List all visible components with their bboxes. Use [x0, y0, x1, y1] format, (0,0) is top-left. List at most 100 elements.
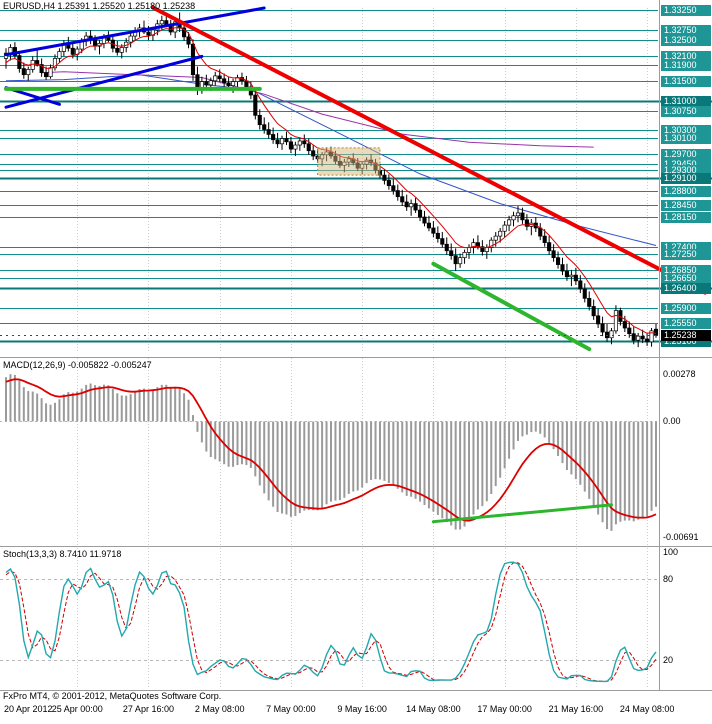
stoch-axis-label: 20 — [663, 655, 674, 665]
price-level-label: 1.29700 — [661, 149, 711, 160]
time-axis-label: 25 Apr 00:00 — [51, 704, 103, 714]
candle-body — [288, 141, 293, 150]
candle-body — [431, 227, 436, 234]
candle-body — [48, 67, 53, 78]
candle-body — [39, 64, 44, 74]
candle-body — [404, 201, 409, 208]
candle-body — [52, 58, 58, 69]
price-level-label: 1.26400 — [661, 283, 711, 294]
stoch-axis-label: 80 — [663, 574, 674, 584]
candle-body — [386, 180, 391, 187]
candle-body — [493, 235, 498, 241]
time-axis-label: 14 May 08:00 — [406, 704, 461, 714]
red-downtrend-trendline — [150, 5, 707, 295]
green-support-trendline — [431, 261, 592, 352]
candle-body — [204, 81, 209, 86]
candle-body — [44, 72, 49, 78]
macd-green-trendline — [431, 503, 613, 524]
consolidation-highlight-box — [317, 147, 381, 176]
candle-body — [649, 330, 654, 343]
candle-body — [600, 323, 605, 333]
candle-body — [422, 216, 427, 224]
candle-body — [591, 306, 596, 317]
stoch-signal-line — [5, 562, 657, 682]
price-level-label: 1.33250 — [661, 5, 711, 16]
candle-body — [440, 238, 445, 245]
candle-body — [458, 257, 463, 265]
price-level-label: 1.25550 — [661, 318, 711, 329]
candle-body — [30, 60, 35, 70]
candle-body — [302, 140, 307, 145]
current-price-label: 1.25238 — [661, 330, 711, 341]
candle-body — [119, 47, 124, 53]
candle-body — [426, 222, 431, 229]
candle-body — [569, 274, 574, 278]
candle-body — [520, 212, 525, 221]
candle-body — [631, 333, 636, 341]
candle-body — [284, 138, 289, 143]
candle-body — [186, 36, 191, 45]
candle-body — [253, 94, 258, 116]
candle-body — [217, 75, 222, 80]
price-level-label: 1.29300 — [661, 165, 711, 176]
price-level-label: 1.25900 — [661, 303, 711, 314]
candle-body — [231, 81, 236, 87]
candle-body — [511, 215, 516, 221]
price-level-label: 1.32100 — [661, 51, 711, 62]
candle-body — [306, 143, 311, 152]
candle-body — [498, 230, 503, 237]
price-level-label: 1.32750 — [661, 25, 711, 36]
candle-body — [391, 185, 396, 191]
price-level-label: 1.30100 — [661, 133, 711, 144]
ma-purple-line — [41, 71, 594, 148]
candle-body — [645, 338, 650, 343]
price-level-label: 1.29100 — [661, 173, 711, 184]
candle-body — [266, 129, 271, 135]
ma-blue-line — [5, 74, 657, 246]
price-level-label: 1.28800 — [661, 186, 711, 197]
price-level-label: 1.31900 — [661, 60, 711, 71]
candle-body — [564, 270, 570, 278]
candle-body — [556, 257, 561, 265]
candle-body — [115, 47, 120, 53]
candle-body — [444, 243, 449, 252]
price-level-label: 1.26650 — [661, 273, 711, 284]
candle-body — [560, 264, 565, 272]
candle-body — [226, 82, 231, 87]
candle-body — [208, 80, 213, 86]
price-level-label: 1.28450 — [661, 200, 711, 211]
candle-body — [613, 310, 618, 332]
candle-body — [257, 114, 262, 126]
price-level-label: 1.30300 — [661, 125, 711, 136]
candle-body — [466, 247, 472, 253]
candle-body — [587, 297, 592, 307]
candle-body — [413, 203, 418, 211]
candle-body — [182, 27, 187, 38]
candle-body — [542, 235, 547, 243]
candle-body — [382, 174, 387, 181]
time-axis-label: 24 May 08:00 — [619, 704, 675, 714]
price-level-label: 1.31000 — [661, 96, 711, 107]
time-axis-label: 7 May 00:00 — [266, 704, 316, 714]
candle-body — [297, 140, 302, 146]
candle-body — [262, 124, 267, 130]
candle-body — [400, 196, 405, 203]
price-level-label: 1.29450 — [661, 159, 711, 170]
candle-body — [21, 68, 26, 76]
candle-body — [507, 219, 512, 226]
candle-body — [417, 209, 423, 218]
time-axis-label: 17 May 00:00 — [477, 704, 532, 714]
time-axis-label: 21 May 16:00 — [548, 704, 604, 714]
macd-axis-label: 0.00 — [663, 415, 681, 426]
candle-body — [395, 190, 400, 198]
macd-axis-label: -0.00691 — [663, 532, 699, 542]
candle-body — [195, 74, 200, 90]
candle-body — [636, 335, 641, 341]
candle-body — [26, 69, 31, 76]
macd-axis-label: 0.00278 — [663, 369, 696, 379]
candle-body — [471, 242, 476, 248]
candle-body — [248, 86, 253, 96]
price-level-label: 1.27400 — [661, 242, 711, 253]
candle-body — [271, 134, 276, 141]
